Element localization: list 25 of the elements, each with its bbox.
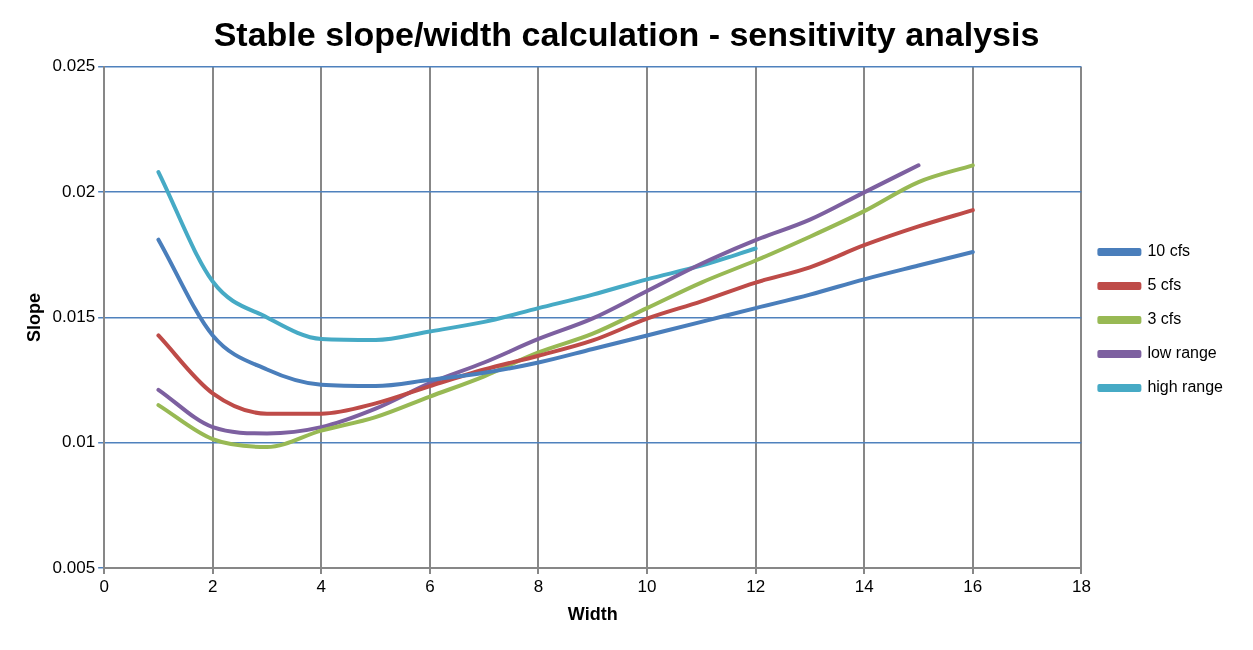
x-tick-label: 4 <box>316 576 327 596</box>
x-tick-label: 10 <box>637 576 657 596</box>
line-series <box>156 170 758 342</box>
y-tick-label: 0.005 <box>52 557 96 577</box>
y-axis-title: Slope <box>23 292 44 342</box>
y-tick-label: 0.01 <box>62 432 96 452</box>
x-tick-label: 8 <box>533 576 544 596</box>
x-tick-label: 0 <box>99 576 109 596</box>
x-tick-label: 2 <box>207 576 218 596</box>
legend-label: 3 cfs <box>1147 310 1182 328</box>
chart-title: Stable slope/width calculation - sensitivity analysis <box>213 14 1040 53</box>
line-series <box>156 208 975 416</box>
x-tick-label: 18 <box>1071 576 1091 596</box>
legend-label: high range <box>1147 378 1224 396</box>
x-tick-label: 6 <box>425 576 435 596</box>
legend-label: 10 cfs <box>1147 242 1191 260</box>
legend-label: low range <box>1147 344 1217 362</box>
x-tick-label: 12 <box>746 576 766 596</box>
y-tick-label: 0.015 <box>52 307 96 327</box>
x-tick-label: 16 <box>963 576 983 596</box>
x-axis-title: Width <box>567 604 618 625</box>
y-tick-label: 0.02 <box>62 181 96 201</box>
legend-label: 5 cfs <box>1147 276 1182 294</box>
y-tick-label: 0.025 <box>52 56 96 76</box>
x-tick-label: 14 <box>854 576 874 596</box>
